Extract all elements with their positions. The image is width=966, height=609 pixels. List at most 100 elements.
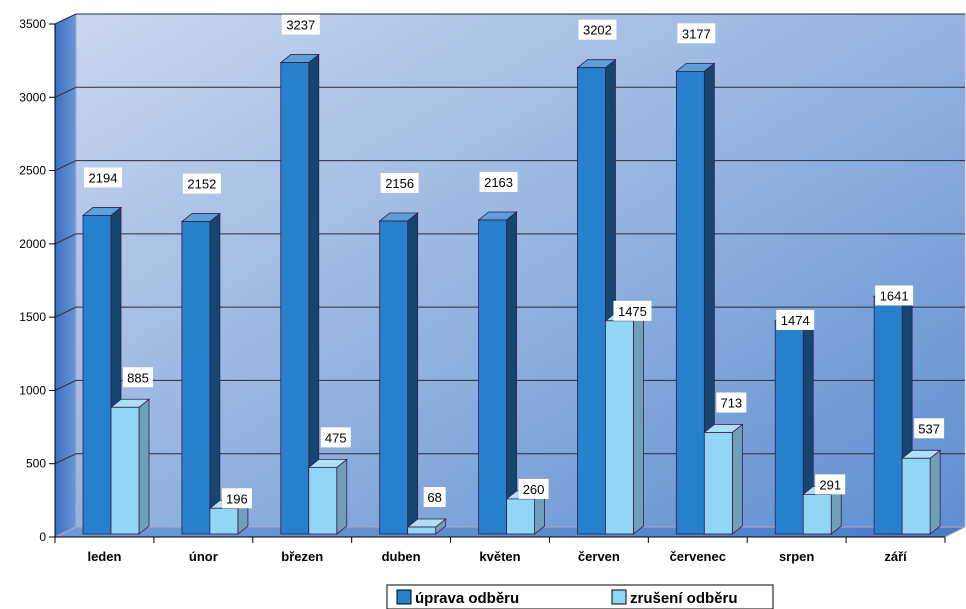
bar-zruseni [109,398,151,535]
data-label-zruseni: 1475 [613,300,652,321]
bar-front [577,67,606,535]
legend-item: úprava odběru [396,589,519,607]
bar-side [336,458,348,535]
bar-zruseni [604,311,645,535]
bar-front [181,221,211,535]
bar-side [209,212,221,535]
bar-uprava [81,206,123,535]
bar-front [703,432,733,535]
bar-uprava [675,62,716,535]
x-axis: leden únor březen duben květen červen červenec… [54,536,946,564]
data-label-box [914,418,945,439]
data-label-box [875,285,914,306]
bar-side [929,449,941,535]
bar-front [407,526,437,535]
bar-zruseni [900,449,942,535]
back-wall [75,13,966,528]
data-label-box [815,474,846,495]
data-label-zruseni: 537 [914,418,945,439]
legend-item: zrušení odběru [611,589,738,607]
data-label-text: 3177 [682,26,711,41]
data-label-uprava: 3202 [578,19,617,40]
data-label-box [518,478,549,499]
data-label-uprava: 1641 [875,285,914,306]
x-tick-label: leden [87,549,121,564]
x-tick-label: srpen [779,549,814,564]
data-label-uprava: 2156 [380,172,419,193]
data-label-box [479,171,518,192]
data-label-box [578,19,617,40]
y-axis: 0 500 1000 1500 2000 2500 3000 3500 [19,17,56,544]
data-label-text: 537 [918,421,940,436]
data-label-zruseni: 475 [320,427,351,448]
bar-zruseni [703,423,744,535]
y-tick-label: 1500 [19,310,46,324]
bar-zruseni [208,499,250,535]
bar-side [138,398,150,535]
bar-side [506,211,517,535]
bar-front [209,507,239,535]
bar-uprava [576,58,617,535]
bar-front [675,70,705,535]
data-label-text: 1474 [781,313,810,328]
legend-label: zrušení odběru [630,590,738,607]
gridline-side [54,13,77,25]
data-label-text: 1475 [618,304,647,319]
bar-side [731,423,743,535]
data-label-box [716,392,747,413]
data-label-text: 1641 [880,288,909,303]
bar-front [605,320,634,535]
legend-box [386,584,774,609]
data-label-zruseni: 291 [815,474,846,495]
bar-front [774,320,804,535]
data-label-text: 2194 [89,170,118,185]
data-label-uprava: 2163 [479,171,518,192]
data-label-text: 713 [720,395,742,410]
data-label-box [423,487,446,508]
data-label-text: 2152 [187,177,216,192]
data-label-zruseni: 713 [716,392,747,413]
bar-front [82,215,112,535]
data-label-text: 2156 [385,176,414,191]
data-label-zruseni: 885 [123,367,153,388]
bar-uprava [180,212,222,535]
gridline-side [54,379,77,391]
bar-uprava [477,211,518,535]
gridline-side [54,233,77,245]
data-label-text: 885 [127,370,149,385]
data-label-uprava: 3237 [281,14,320,35]
data-label-text: 196 [226,491,248,506]
x-tick-label: září [884,549,907,564]
gridline-side [54,160,77,172]
x-tick-label: duben [382,549,421,564]
bar-front [901,457,931,535]
bar-zruseni [307,458,348,535]
data-label-box [84,167,122,188]
gridline-side [54,453,77,465]
gridlines [54,13,965,465]
y-tick-label: 500 [26,457,46,471]
data-label-box [613,300,652,321]
gridline-side [54,306,77,318]
data-label-text: 3202 [583,23,612,38]
bar-zruseni [406,518,447,535]
y-tick-label: 2000 [19,237,46,251]
y-tick-label: 1000 [19,383,46,397]
data-label-text: 68 [427,490,441,505]
bar-uprava [279,53,320,535]
data-label-box [320,427,351,448]
data-label-text: 260 [523,482,545,497]
y-tick-label: 2500 [19,164,46,178]
y-tick-label: 3000 [19,90,46,104]
data-label-box [221,488,252,509]
bar-front [802,493,832,535]
x-tick-label: květen [479,549,520,564]
legend-swatch [611,589,627,605]
bar-front [379,220,409,535]
bar-front [873,296,903,535]
bar-uprava [378,212,419,535]
legend-swatch [396,589,412,605]
data-label-zruseni: 196 [221,488,252,509]
data-label-box [123,367,153,388]
